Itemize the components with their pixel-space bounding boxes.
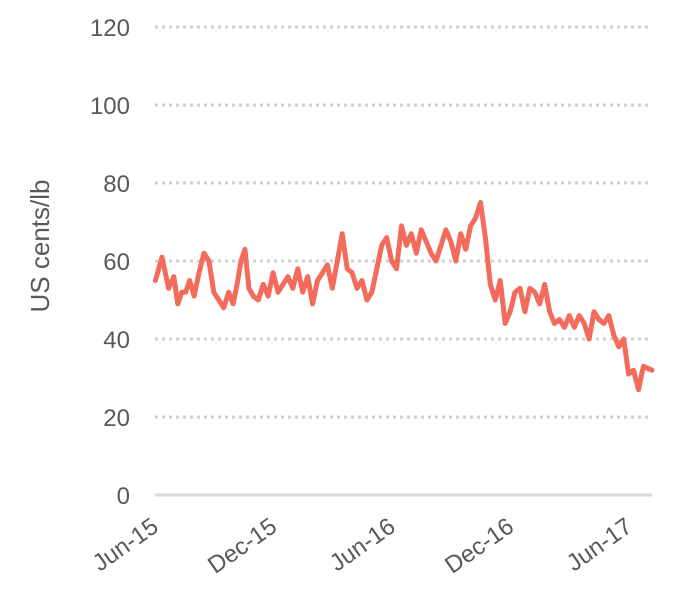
y-tick-label: 120 bbox=[90, 15, 130, 42]
y-tick-label: 0 bbox=[117, 483, 130, 510]
x-tick-label: Jun-17 bbox=[562, 513, 638, 577]
x-tick-label: Jun-15 bbox=[88, 513, 164, 577]
y-axis-ticks: 0 20 40 60 80 100 120 bbox=[90, 15, 130, 510]
x-tick-label: Dec-15 bbox=[203, 513, 282, 579]
y-tick-label: 20 bbox=[103, 405, 130, 432]
series-line bbox=[152, 200, 655, 393]
x-axis-ticks: Jun-15 Dec-15 Jun-16 Dec-16 Jun-17 bbox=[88, 513, 638, 579]
gridlines bbox=[155, 25, 652, 419]
y-tick-label: 40 bbox=[103, 327, 130, 354]
y-tick-label: 80 bbox=[103, 171, 130, 198]
x-tick-label: Jun-16 bbox=[325, 513, 401, 577]
y-tick-label: 100 bbox=[90, 93, 130, 120]
x-tick-label: Dec-16 bbox=[440, 513, 519, 579]
y-tick-label: 60 bbox=[103, 249, 130, 276]
y-axis-title: US cents/lb bbox=[25, 180, 55, 313]
